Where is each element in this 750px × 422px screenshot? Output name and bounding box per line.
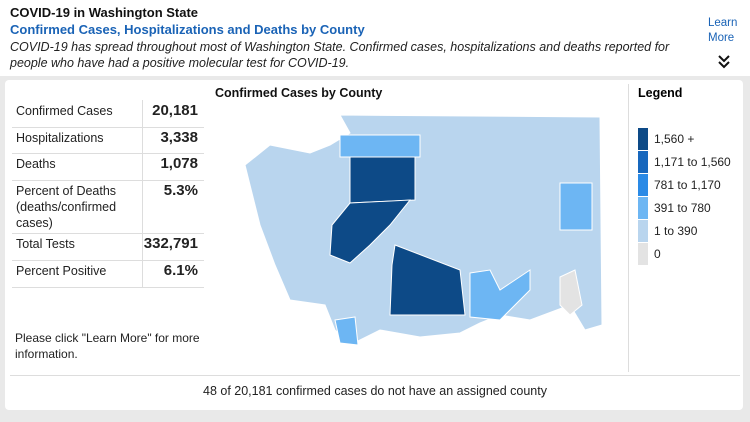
legend-swatch (638, 243, 648, 265)
stat-row: Hospitalizations 3,338 (12, 127, 204, 154)
header-subtitle: Confirmed Cases, Hospitalizations and De… (10, 22, 365, 37)
header-title: COVID-19 in Washington State (10, 5, 199, 20)
note: Please click "Learn More" for more infor… (15, 331, 200, 361)
legend-label: 1 to 390 (654, 224, 698, 238)
divider (142, 153, 143, 180)
legend-swatch (638, 174, 648, 196)
stat-label: Deaths (16, 157, 56, 171)
stat-value: 1,078 (160, 155, 198, 172)
legend-swatch (638, 220, 648, 242)
legend-title: Legend (638, 86, 683, 100)
stat-row: Total Tests 332,791 (12, 233, 204, 261)
divider (142, 260, 143, 287)
divider (142, 100, 143, 127)
stat-row: Percent Positive 6.1% (12, 260, 204, 288)
header-description: COVID-19 has spread throughout most of W… (10, 40, 670, 70)
stat-row: Deaths 1,078 (12, 153, 204, 181)
stat-label: Confirmed Cases (16, 104, 113, 118)
stat-value: 20,181 (152, 102, 198, 119)
stat-label: Percent Positive (16, 264, 107, 278)
learn-more-link[interactable]: Learn More (708, 17, 738, 44)
map-title: Confirmed Cases by County (215, 86, 383, 100)
county-map (244, 114, 603, 346)
stat-label: Total Tests (16, 237, 75, 251)
stat-value: 5.3% (163, 182, 198, 199)
legend-swatch (638, 151, 648, 173)
divider (142, 127, 143, 153)
stat-value: 6.1% (163, 262, 198, 279)
stat-value: 3,338 (160, 129, 198, 146)
legend-swatch (638, 197, 648, 219)
legend-label: 781 to 1,170 (654, 178, 721, 192)
stat-row: Confirmed Cases 20,181 (12, 100, 204, 128)
stat-label: Hospitalizations (16, 131, 104, 145)
legend-label: 1,560 + (654, 132, 695, 146)
legend: Legend 1,560 + 1,171 to 1,560 781 to 1,170… (628, 84, 741, 372)
expand-icon[interactable] (716, 53, 732, 69)
footer-note: 48 of 20,181 confirmed cases do not have… (10, 375, 740, 406)
header: COVID-19 in Washington State Confirmed C… (0, 0, 750, 76)
divider (142, 180, 143, 233)
stat-value: 332,791 (143, 235, 198, 252)
legend-swatch (638, 128, 648, 150)
stat-row: Percent of Deaths (deaths/confirmed case… (12, 180, 204, 234)
legend-label: 0 (654, 247, 661, 261)
stat-label: Percent of Deaths (deaths/confirmed case… (16, 184, 117, 230)
legend-label: 1,171 to 1,560 (654, 155, 731, 169)
divider (142, 233, 143, 260)
legend-label: 391 to 780 (654, 201, 711, 215)
